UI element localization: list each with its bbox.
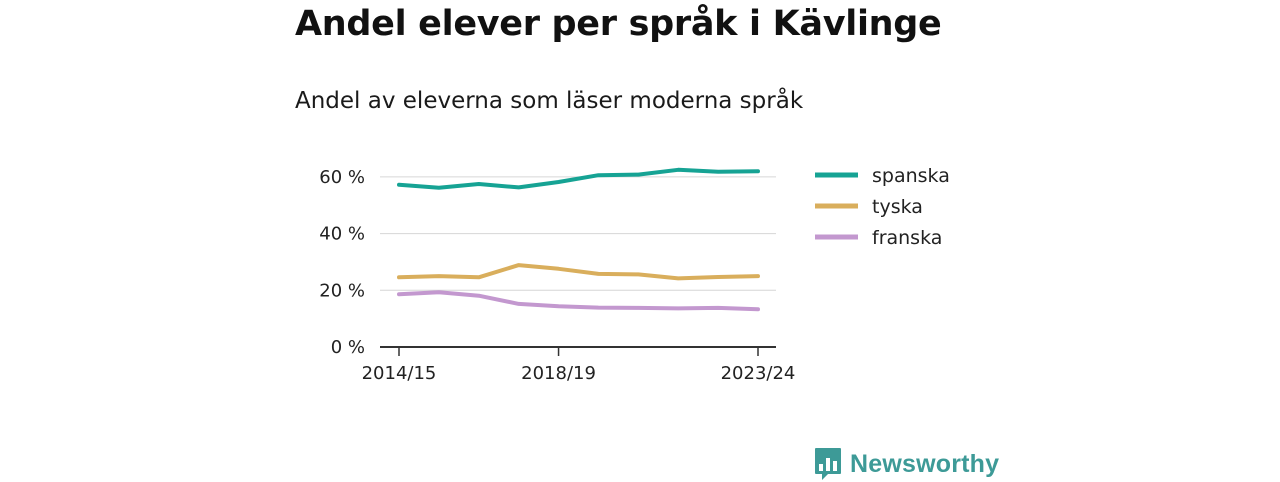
y-tick-label: 60 % <box>319 167 365 188</box>
newsworthy-logo-icon <box>815 448 841 480</box>
x-tick-label: 2014/15 <box>362 363 437 384</box>
x-tick-label: 2023/24 <box>721 363 796 384</box>
chart-title: Andel elever per språk i Kävlinge <box>295 4 942 44</box>
legend-label: spanska <box>872 165 950 187</box>
legend-label: tyska <box>872 196 923 218</box>
legend-item-tyska: tyska <box>815 196 923 218</box>
chart-legend: spanska tyska franska <box>815 165 950 249</box>
legend-item-spanska: spanska <box>815 165 950 187</box>
series-line-spanska <box>397 167 760 190</box>
chart-axes: 0 % 20 % 40 % 60 % 2014/15 2018/19 2023/24 <box>319 167 795 384</box>
y-tick-label: 0 % <box>331 337 365 358</box>
legend-label: franska <box>872 227 942 249</box>
series-line-tyska <box>397 263 760 281</box>
y-tick-label: 40 % <box>319 224 365 245</box>
series-line-franska <box>397 290 760 312</box>
brand-logo: Newsworthy <box>814 446 999 482</box>
legend-item-franska: franska <box>815 227 942 249</box>
y-tick-label: 20 % <box>319 280 365 301</box>
chart-series <box>397 167 760 312</box>
chart-subtitle: Andel av eleverna som läser moderna språ… <box>295 88 804 114</box>
x-tick-label: 2018/19 <box>521 363 596 384</box>
brand-name: Newsworthy <box>850 449 1000 478</box>
